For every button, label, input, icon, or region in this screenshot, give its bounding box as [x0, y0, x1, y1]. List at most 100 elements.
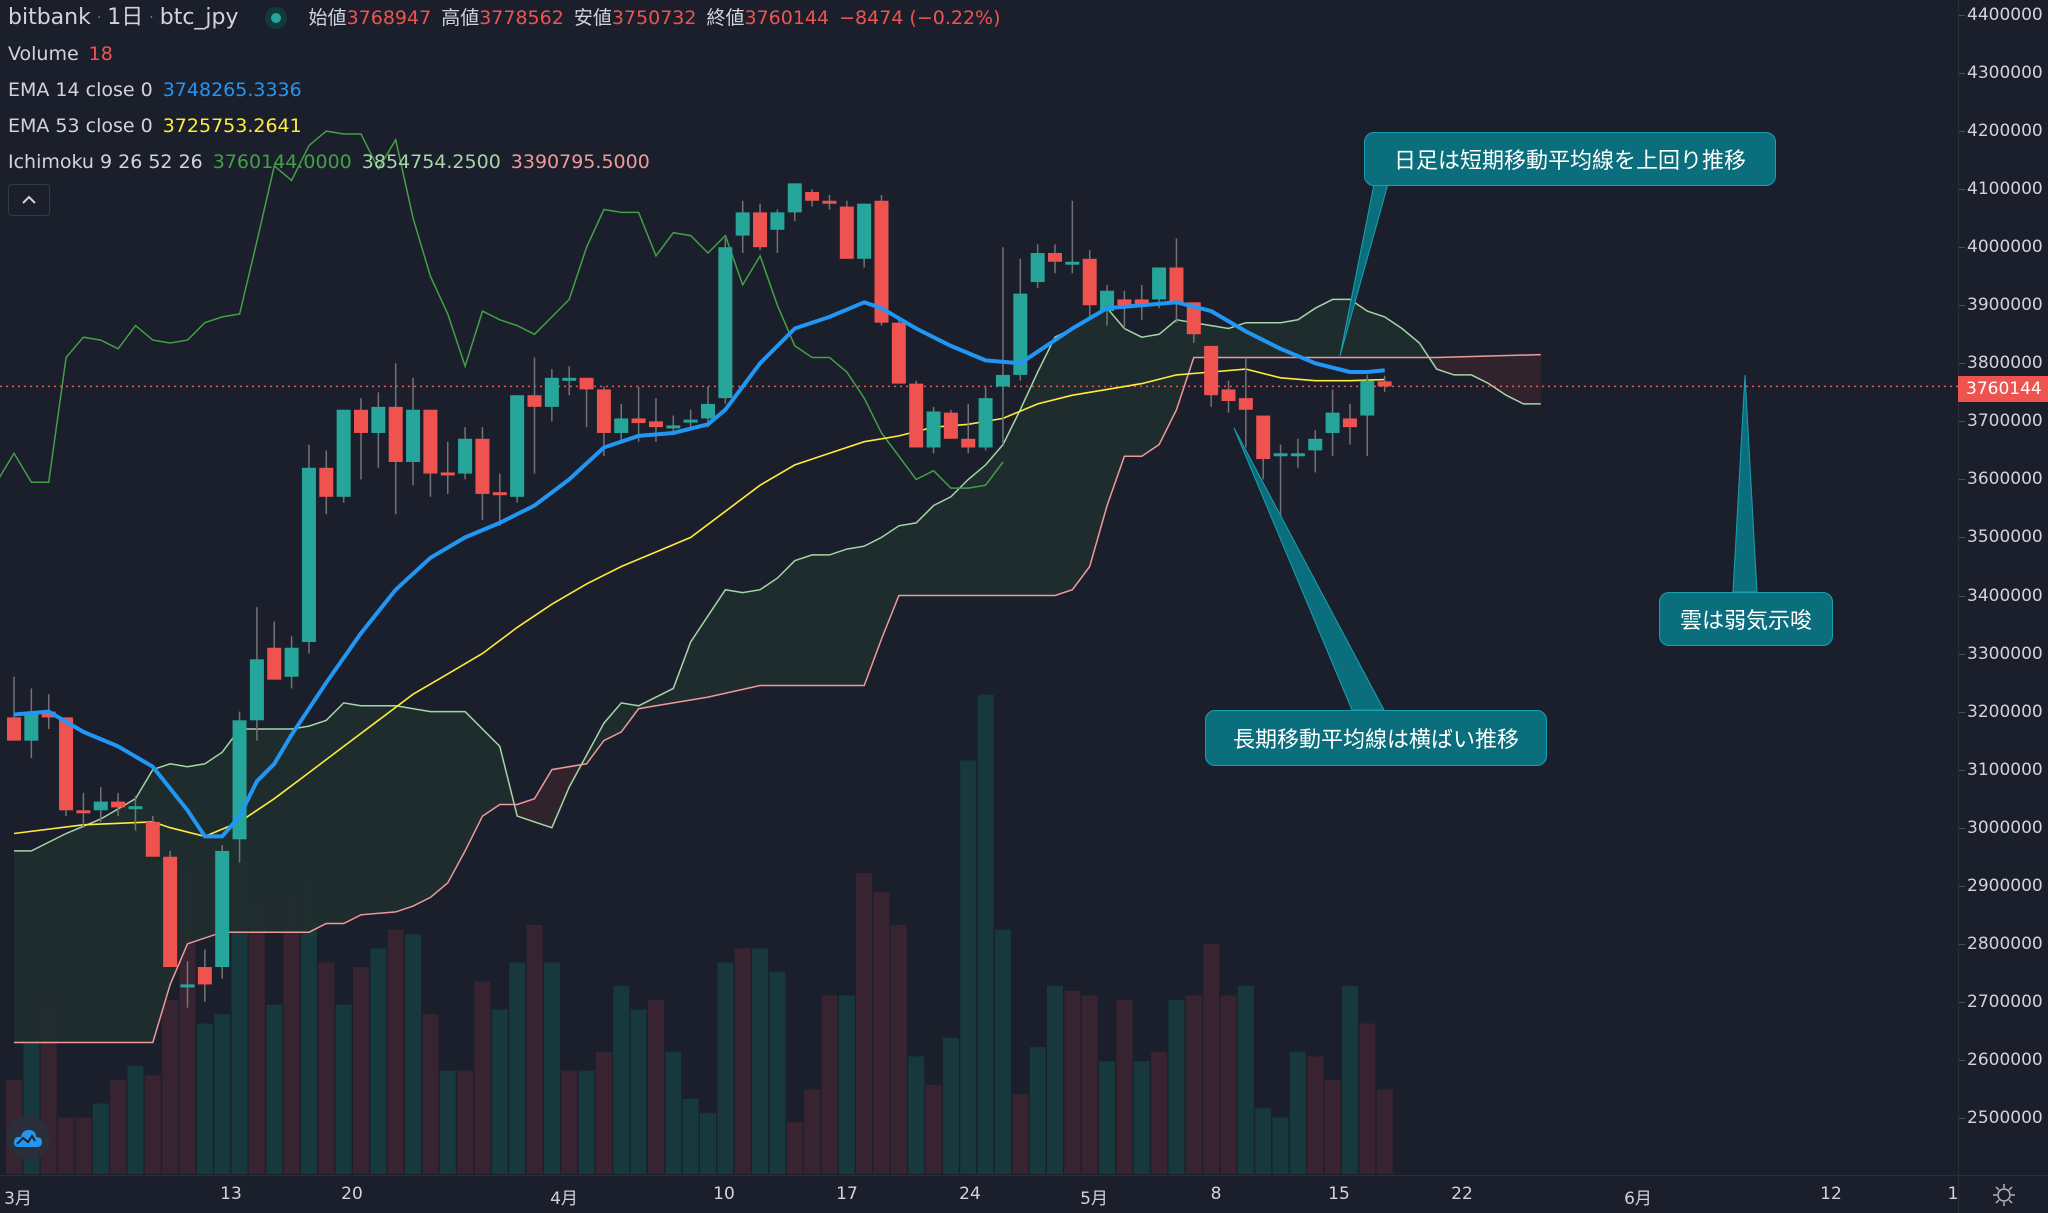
candle-up[interactable] [1152, 267, 1167, 300]
candle-down[interactable] [7, 717, 21, 741]
time-axis[interactable]: 3月 13 20 4月 10 17 24 5月 8 15 22 6月 12 1 [0, 1175, 1958, 1213]
candle-up[interactable] [787, 183, 802, 213]
candle-down[interactable] [579, 377, 594, 390]
candle-up[interactable] [215, 850, 230, 968]
candle-up[interactable] [1273, 453, 1288, 457]
tradingview-logo-button[interactable] [6, 1116, 50, 1160]
candle-up[interactable] [701, 403, 715, 419]
candle-up[interactable] [371, 406, 386, 433]
candle-up[interactable] [510, 395, 525, 497]
candle-down[interactable] [59, 717, 74, 811]
candle-down[interactable] [1082, 258, 1097, 306]
interval-label[interactable]: 1日 [107, 5, 144, 30]
candle-up[interactable] [926, 411, 941, 448]
candle-down[interactable] [943, 412, 958, 439]
candle-down[interactable] [1169, 267, 1184, 303]
candle-down[interactable] [1238, 398, 1253, 410]
gear-icon [1993, 1183, 2015, 1206]
candle-up[interactable] [995, 374, 1010, 387]
candle-down[interactable] [1377, 381, 1392, 387]
candle-up[interactable] [666, 425, 681, 429]
candle-down[interactable] [805, 192, 820, 201]
candle-up[interactable] [1030, 253, 1045, 283]
candle-down[interactable] [1134, 299, 1149, 306]
candle-down[interactable] [1186, 302, 1201, 335]
candle-down[interactable] [527, 395, 542, 407]
candle-down[interactable] [753, 212, 768, 248]
candle-down[interactable] [1204, 345, 1219, 396]
ichimoku-legend[interactable]: Ichimoku 9 26 52 26 3760144.0000 3854754… [8, 144, 1001, 180]
candle-down[interactable] [648, 421, 663, 428]
candle-down[interactable] [145, 821, 160, 857]
candle-down[interactable] [76, 810, 91, 814]
candle-down[interactable] [631, 418, 646, 424]
candle-down[interactable] [1256, 415, 1271, 460]
candle-down[interactable] [267, 647, 282, 680]
candle-down[interactable] [475, 438, 490, 494]
candle-down[interactable] [111, 801, 126, 808]
ema14-legend[interactable]: EMA 14 close 0 3748265.3336 [8, 72, 1001, 108]
candle-down[interactable] [874, 200, 889, 323]
volume-legend[interactable]: Volume 18 [8, 36, 1001, 72]
candle-up[interactable] [180, 984, 195, 988]
volume-bar [439, 1070, 456, 1174]
candle-up[interactable] [1065, 261, 1080, 265]
candle-up[interactable] [1308, 438, 1323, 451]
candle-up[interactable] [1325, 412, 1340, 433]
candle-up[interactable] [1013, 293, 1028, 375]
volume-bar [162, 1000, 179, 1174]
chart-settings-button[interactable] [1958, 1175, 2048, 1213]
candle-down[interactable] [319, 467, 334, 497]
candle-up[interactable] [128, 806, 143, 810]
candle-up[interactable] [284, 647, 299, 677]
ema53-legend[interactable]: EMA 53 close 0 3725753.2641 [8, 108, 1001, 144]
candle-down[interactable] [1342, 418, 1357, 428]
collapse-legend-button[interactable] [8, 184, 50, 216]
candle-down[interactable] [909, 383, 924, 448]
candle-down[interactable] [822, 200, 837, 204]
symbol-name[interactable]: btc_jpy [159, 5, 239, 30]
candle-up[interactable] [770, 212, 785, 230]
candle-down[interactable] [197, 967, 212, 985]
candle-down[interactable] [423, 409, 438, 474]
candle-down[interactable] [1117, 299, 1132, 306]
candle-down[interactable] [1221, 389, 1236, 402]
candle-up[interactable] [857, 203, 872, 259]
price-axis[interactable]: 4400000 4300000 4200000 4100000 4000000 39000… [1958, 0, 2048, 1175]
candle-up[interactable] [544, 377, 559, 407]
candle-down[interactable] [354, 409, 368, 433]
candle-down[interactable] [388, 406, 403, 462]
candle-up[interactable] [249, 659, 264, 721]
candle-up[interactable] [93, 801, 108, 811]
candle-down[interactable] [1048, 253, 1062, 262]
candle-up[interactable] [406, 409, 421, 462]
candle-up[interactable] [458, 438, 473, 474]
volume-bar [1133, 1061, 1150, 1174]
candle-down[interactable] [891, 322, 906, 384]
candle-down[interactable] [839, 206, 854, 259]
annotation-callout[interactable]: 日足は短期移動平均線を上回り推移 [1364, 132, 1776, 186]
candle-up[interactable] [683, 419, 698, 423]
candle-down[interactable] [163, 856, 178, 968]
time-tick: 12 [1820, 1184, 1842, 1204]
candle-down[interactable] [440, 472, 455, 476]
candle-up[interactable] [336, 409, 351, 497]
candle-up[interactable] [735, 212, 750, 236]
exchange-name[interactable]: bitbank [8, 5, 91, 30]
candle-down[interactable] [596, 389, 611, 433]
candle-down[interactable] [41, 711, 56, 718]
candle-up[interactable] [718, 247, 733, 399]
candle-down[interactable] [961, 438, 976, 448]
volume-bar [92, 1103, 109, 1174]
annotation-callout[interactable]: 雲は弱気示唆 [1659, 592, 1833, 646]
candle-down[interactable] [492, 492, 507, 496]
annotation-callout[interactable]: 長期移動平均線は横ばい推移 [1205, 710, 1547, 766]
candle-up[interactable] [24, 711, 39, 741]
candle-up[interactable] [1360, 380, 1375, 416]
candle-up[interactable] [562, 377, 577, 381]
candle-up[interactable] [301, 467, 316, 642]
candle-up[interactable] [978, 398, 993, 448]
candle-up[interactable] [1290, 453, 1305, 457]
candle-up[interactable] [614, 418, 629, 433]
